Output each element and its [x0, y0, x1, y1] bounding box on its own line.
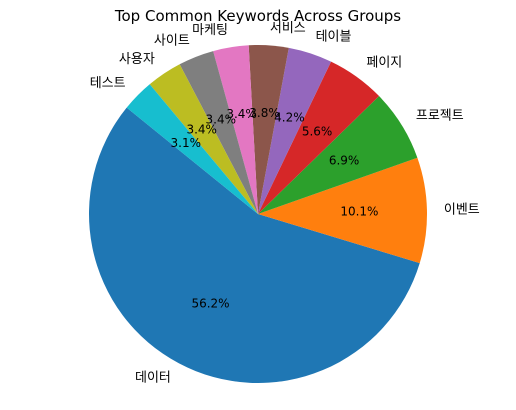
slice-category-label: 이벤트 [444, 202, 480, 217]
slice-category-label: 데이터 [135, 371, 171, 386]
pie-slice-9 [149, 64, 258, 214]
pie-slice-1 [88, 107, 420, 384]
slice-percentage-label: 3.4% [226, 107, 257, 121]
pie-slice-7 [213, 45, 258, 214]
slice-percentage-label: 3.4% [206, 113, 237, 127]
slice-category-label: 테이블 [316, 30, 352, 45]
slice-category-label: 페이지 [366, 56, 402, 71]
slice-percentage-label: 4.2% [274, 111, 305, 125]
slice-percentage-label: 3.8% [249, 106, 280, 120]
slice-percentage-label: 56.2% [191, 297, 229, 311]
pie-slices [88, 44, 427, 384]
slice-percentage-label: 5.6% [302, 125, 333, 139]
pie-slice-3 [258, 96, 418, 214]
slice-percentage-label: 10.1% [340, 205, 378, 219]
slice-category-label: 사이트 [154, 34, 190, 49]
slice-percentage-label: 6.9% [329, 154, 360, 168]
slice-category-label: 프로젝트 [416, 108, 464, 123]
pie-slice-5 [258, 47, 332, 214]
pie-slice-10 [126, 84, 259, 214]
slice-category-label: 서비스 [270, 21, 306, 36]
pie-slice-2 [258, 157, 427, 264]
slice-category-label: 사용자 [119, 52, 155, 67]
pie-slice-4 [258, 61, 380, 214]
pie-slice-8 [179, 51, 258, 214]
slice-percentage-label: 3.4% [186, 123, 217, 137]
percentage-labels: 56.2%10.1%6.9%5.6%4.2%3.8%3.4%3.4%3.4%3.… [171, 106, 379, 311]
slice-category-label: 테스트 [90, 76, 126, 91]
pie-slice-6 [248, 44, 289, 214]
slice-category-label: 마케팅 [192, 23, 228, 38]
slice-percentage-label: 3.1% [171, 136, 202, 150]
chart-title: Top Common Keywords Across Groups [114, 7, 401, 25]
